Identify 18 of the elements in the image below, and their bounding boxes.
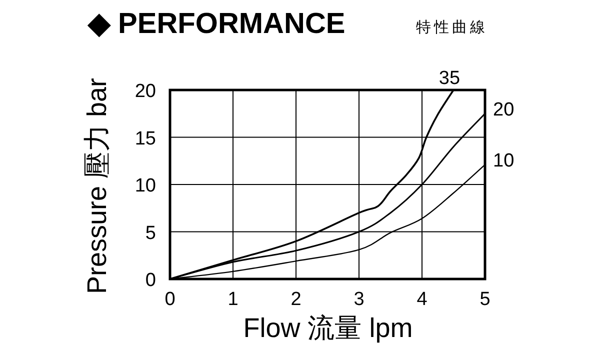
xtick: 5 bbox=[480, 289, 490, 310]
ytick: 5 bbox=[145, 222, 156, 244]
chart-subtitle: 特性曲線 bbox=[416, 19, 488, 36]
xtick: 4 bbox=[416, 289, 428, 310]
xtick: 2 bbox=[290, 289, 302, 310]
series-label: 35 bbox=[438, 68, 460, 89]
ytick: 10 bbox=[134, 176, 156, 196]
ytick: 0 bbox=[145, 270, 156, 291]
y-axis-title: Pressure 壓力 bar bbox=[82, 78, 112, 294]
chart-title: ◆ PERFORMANCE bbox=[87, 8, 346, 40]
ytick: 20 bbox=[134, 81, 156, 102]
xtick: 1 bbox=[228, 289, 238, 310]
series-label: 10 bbox=[493, 150, 514, 172]
xtick: 3 bbox=[354, 289, 364, 310]
x-axis-title: Flow 流量 lpm bbox=[243, 313, 413, 343]
xtick: 0 bbox=[164, 289, 176, 310]
ytick: 15 bbox=[134, 128, 156, 150]
series-label: 20 bbox=[493, 100, 514, 121]
